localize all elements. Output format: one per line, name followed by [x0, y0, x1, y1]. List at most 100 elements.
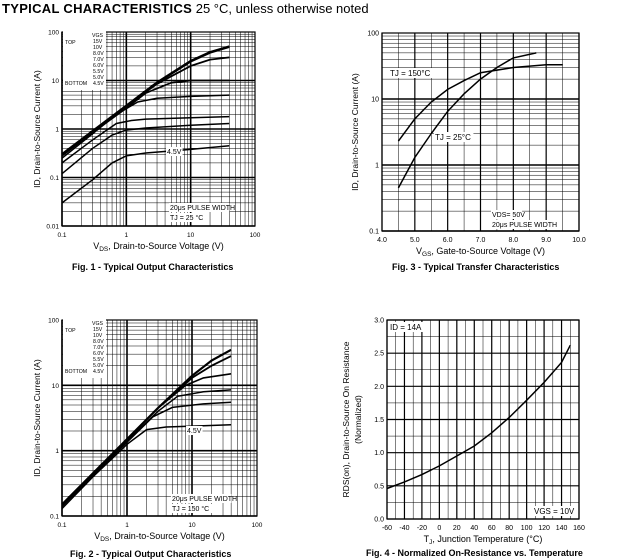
x-tick-label: 100 [252, 522, 263, 529]
y-tick-label: 0.1 [369, 229, 379, 236]
legend-entry: 7.0V [93, 345, 104, 351]
y-tick-label: 1 [375, 163, 379, 170]
legend-entry: 6.0V [93, 63, 104, 69]
series-line-2 [61, 79, 230, 157]
y-tick-label: 10 [371, 97, 379, 104]
y-tick-label: 10 [52, 78, 60, 85]
legend-top-label: TOP [65, 328, 76, 334]
annotation-pulse-width: 20μs PULSE WIDTH [170, 205, 235, 212]
y-tick-label: 100 [48, 318, 59, 325]
y-axis-label: RDS(on), Drain-to-Source On Resistance [341, 341, 351, 497]
y-axis-label-unit: (Normalized) [353, 395, 363, 444]
annotation-4v5: 4.5V [187, 428, 202, 435]
page-title-rest: 25 °C, unless otherwise noted [192, 1, 369, 16]
legend-entry: 8.0V [93, 51, 104, 57]
caption-fig2: Fig. 2 - Typical Output Characteristics [70, 549, 232, 559]
legend-entry: 5.0V [93, 75, 104, 81]
y-axis-label: ID, Drain-to-Source Current (A) [32, 70, 42, 188]
annotation-tj150: TJ = 150°C [390, 69, 431, 78]
plot-frame [61, 319, 258, 517]
legend-bottom-label: BOTTOM [65, 81, 87, 87]
x-tick-label: 0.1 [57, 232, 66, 239]
legend-entry: 4.5V [93, 81, 104, 87]
x-tick-label: 9.0 [541, 237, 551, 244]
series-line-4 [61, 401, 232, 508]
annotation-vds: VDS= 50V [492, 212, 525, 219]
x-tick-label: -40 [399, 525, 409, 532]
annotation-tj: TJ = 150 °C [172, 505, 209, 513]
annotation-pulse-width: 20μs PULSE WIDTH [492, 222, 557, 229]
x-tick-label: 40 [470, 525, 478, 532]
legend-entry: 10V [93, 45, 103, 51]
plot-frame [381, 32, 580, 232]
page-title: TYPICAL CHARACTERISTICS 25 °C, unless ot… [2, 1, 369, 16]
legend-bg [63, 31, 106, 90]
annotation-4v5: 4.5V [167, 149, 182, 156]
annotation-vds-bg [491, 210, 523, 219]
annotation-tj25: TJ = 25°C [435, 133, 471, 142]
annotation-tj-bg [171, 504, 214, 513]
x-tick-label: 7.0 [476, 237, 486, 244]
y-tick-label: 2.0 [374, 384, 384, 391]
y-axis-label: ID, Drain-to-Source Current (A) [350, 73, 360, 191]
x-tick-label: 160 [573, 525, 585, 532]
annotation-vgs: VGS = 10V [534, 507, 575, 516]
caption-fig4: Fig. 4 - Normalized On-Resistance vs. Te… [366, 548, 583, 558]
y-tick-label: 100 [48, 30, 59, 37]
x-axis-label: VGS, Gate-to-Source Voltage (V) [416, 246, 545, 258]
legend-entry: 15V [93, 327, 103, 333]
plot-frame [61, 31, 256, 227]
x-tick-label: 6.0 [443, 237, 453, 244]
series-line-4 [61, 115, 230, 164]
annotation-id-bg [389, 322, 425, 332]
page-title-bold: TYPICAL CHARACTERISTICS [2, 1, 193, 16]
x-tick-label: 8.0 [508, 237, 518, 244]
annotation-4v5-bg [166, 147, 183, 156]
x-tick-label: 5.0 [410, 237, 420, 244]
y-axis-label: ID, Drain-to-Source Current (A) [32, 359, 42, 477]
annotation-pulse-width-bg [169, 203, 230, 212]
series-line-1 [397, 52, 537, 189]
x-tick-label: 0.1 [57, 522, 66, 529]
y-tick-label: 1.0 [374, 450, 384, 457]
x-axis-label: TJ, Junction Temperature (°C) [424, 534, 543, 546]
legend-header: VGS [92, 33, 103, 39]
legend-entry: 10V [93, 333, 103, 339]
annotation-vgs-bg [533, 506, 573, 516]
y-tick-label: 100 [367, 31, 379, 38]
legend-entry: 7.0V [93, 57, 104, 63]
annotation-4v5-bg [186, 426, 203, 435]
y-tick-label: 10 [52, 383, 60, 390]
x-tick-label: 1 [125, 232, 129, 239]
annotation-tj-bg [169, 213, 208, 222]
annotation-pulse-width-bg [171, 494, 232, 503]
caption-fig3: Fig. 3 - Typical Transfer Characteristic… [392, 262, 560, 272]
x-tick-label: 80 [505, 525, 513, 532]
y-tick-label: 1 [55, 448, 59, 455]
x-tick-label: 10 [187, 232, 195, 239]
series-line-1 [61, 56, 230, 156]
legend-top-label: TOP [65, 40, 76, 46]
series-line-0 [386, 344, 571, 490]
legend-bottom-label: BOTTOM [65, 369, 87, 375]
series-line-5 [61, 122, 230, 175]
x-tick-label: 60 [488, 525, 496, 532]
legend-entry: 5.0V [93, 363, 104, 369]
x-tick-label: 100 [521, 525, 533, 532]
y-tick-label: 0.01 [46, 224, 59, 231]
y-tick-label: 0.5 [374, 483, 384, 490]
x-tick-label: 1 [125, 522, 129, 529]
x-tick-label: 10 [188, 522, 196, 529]
series-line-2 [61, 373, 232, 506]
y-tick-label: 1.5 [374, 417, 384, 424]
series-line-6 [61, 145, 230, 204]
legend-entry: 15V [93, 39, 103, 45]
y-tick-label: 2.5 [374, 351, 384, 358]
annotation-pulse-width: 20μs PULSE WIDTH [172, 496, 237, 503]
legend-entry: 8.0V [93, 339, 104, 345]
x-axis-label: VDS, Drain-to-Source Voltage (V) [94, 531, 225, 543]
legend-bg [63, 319, 106, 378]
